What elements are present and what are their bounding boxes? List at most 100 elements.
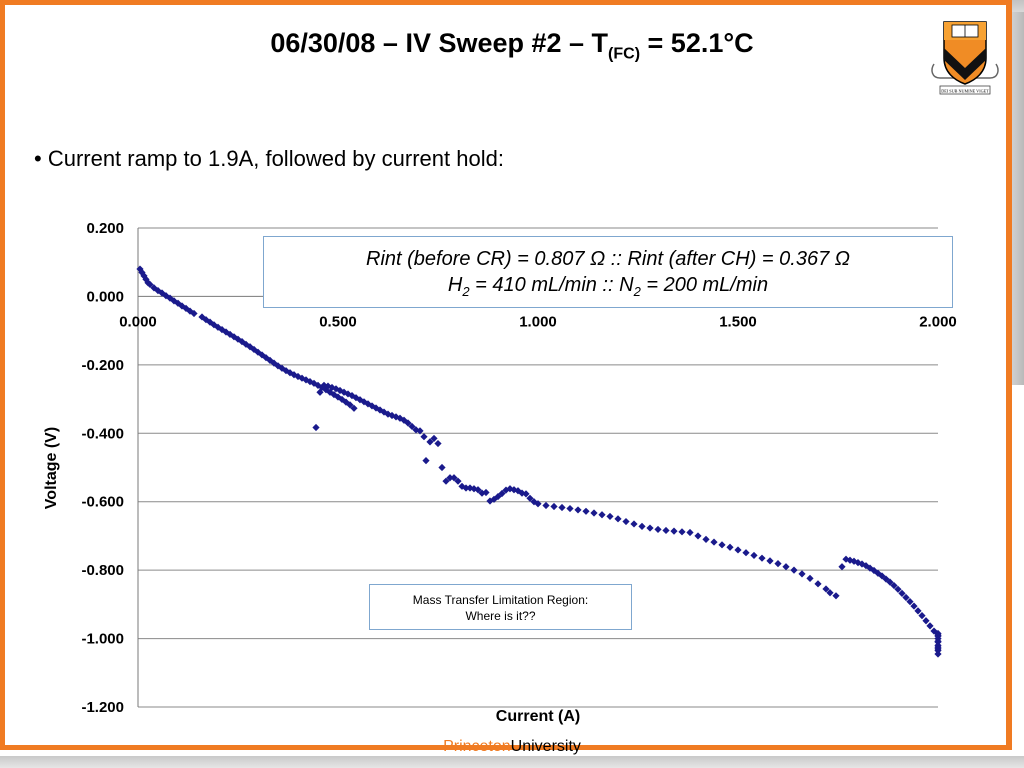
data-point xyxy=(832,592,840,600)
data-point xyxy=(766,557,774,565)
data-point xyxy=(910,602,918,610)
data-point xyxy=(702,535,710,543)
data-point xyxy=(630,520,638,528)
data-point xyxy=(574,506,582,514)
data-point xyxy=(498,489,506,498)
data-point xyxy=(566,504,574,513)
data-point xyxy=(178,302,186,310)
data-point xyxy=(934,631,942,639)
mass-transfer-annotation-box: Mass Transfer Limitation Region: Where i… xyxy=(369,584,632,630)
data-point xyxy=(420,433,428,441)
data-point xyxy=(346,401,354,409)
data-point xyxy=(726,543,734,551)
data-point xyxy=(136,265,144,273)
grid-layer xyxy=(138,227,938,708)
flow-mid-text: = 410 mL/min :: N xyxy=(469,274,634,296)
data-point xyxy=(838,563,846,571)
data-point xyxy=(906,598,914,606)
footer-brand: PrincetonUniversity xyxy=(0,738,1024,756)
y-tick-label: -0.400 xyxy=(81,425,124,442)
slide-title: 06/30/08 – IV Sweep #2 – T(FC) = 52.1°C xyxy=(0,28,1024,63)
data-point xyxy=(222,328,230,336)
x-tick-label: 0.000 xyxy=(119,313,157,330)
data-point xyxy=(934,638,942,646)
data-point xyxy=(312,423,320,432)
data-point xyxy=(462,484,470,492)
y-tick-label: -0.200 xyxy=(81,357,124,374)
data-point xyxy=(590,509,598,517)
data-point xyxy=(774,560,782,568)
data-point xyxy=(582,507,590,515)
data-point xyxy=(694,532,702,540)
data-point xyxy=(806,574,814,582)
x-tick-label: 1.000 xyxy=(519,313,557,330)
data-point xyxy=(914,607,922,615)
data-point xyxy=(416,427,424,435)
data-point xyxy=(140,272,148,280)
data-point xyxy=(614,515,622,523)
data-points-layer xyxy=(136,265,942,658)
mass-transfer-line-2: Where is it?? xyxy=(465,609,536,623)
data-point xyxy=(750,551,758,560)
footer-princeton: Princeton xyxy=(443,738,511,755)
data-point xyxy=(718,541,726,549)
data-point xyxy=(170,297,178,305)
data-point xyxy=(430,434,438,443)
data-point xyxy=(678,528,686,536)
flow-end-text: = 200 mL/min xyxy=(640,274,769,296)
data-point xyxy=(446,474,454,482)
data-point xyxy=(662,526,670,535)
data-point xyxy=(506,485,514,493)
mass-transfer-line-1: Mass Transfer Limitation Region: xyxy=(412,593,589,607)
data-point xyxy=(814,580,822,588)
data-point xyxy=(454,477,462,485)
data-point xyxy=(202,316,210,324)
x-tick-label: 0.500 xyxy=(319,313,357,330)
data-point xyxy=(606,512,614,521)
data-point xyxy=(218,326,226,334)
y-tick-label: 0.000 xyxy=(86,288,124,305)
title-subscript: (FC) xyxy=(608,45,641,63)
data-point xyxy=(670,527,678,535)
data-point xyxy=(598,511,606,519)
data-point xyxy=(798,570,806,578)
tick-labels-layer: 0.200 0.000 -0.200 -0.400 -0.600 -0.800 -1.000… xyxy=(81,220,956,716)
data-point xyxy=(826,589,834,597)
data-point xyxy=(822,585,830,593)
data-point xyxy=(902,593,910,602)
data-point xyxy=(526,494,534,502)
data-point xyxy=(934,645,942,653)
data-point xyxy=(918,612,926,620)
title-main: 06/30/08 – IV Sweep #2 – T xyxy=(270,28,609,58)
data-point xyxy=(558,503,566,512)
data-point xyxy=(542,501,550,510)
data-point xyxy=(926,622,934,630)
data-point xyxy=(922,617,930,625)
data-point xyxy=(146,280,154,289)
data-point xyxy=(842,555,850,563)
data-point xyxy=(734,546,742,554)
data-point xyxy=(622,517,630,526)
data-point xyxy=(434,439,442,448)
x-tick-label: 1.500 xyxy=(719,313,757,330)
data-point xyxy=(870,566,878,575)
y-tick-label: -0.600 xyxy=(81,494,124,511)
data-point xyxy=(850,557,858,565)
x-axis-title: Current (A) xyxy=(496,708,580,725)
princeton-shield-logo: DEI SUB NUMINE VIGET xyxy=(931,21,999,95)
x-tick-label: 2.000 xyxy=(919,313,957,330)
data-point xyxy=(210,321,218,329)
data-point xyxy=(510,486,518,494)
data-point xyxy=(186,307,194,315)
data-point xyxy=(898,589,906,598)
n2-subscript: 2 xyxy=(633,284,641,299)
data-point xyxy=(316,388,324,396)
h2-label: H xyxy=(447,274,463,296)
y-tick-label: 0.200 xyxy=(86,220,124,237)
data-point xyxy=(534,500,542,508)
data-point xyxy=(474,486,482,494)
data-point xyxy=(408,422,416,431)
data-point xyxy=(638,522,646,530)
data-point xyxy=(426,438,434,446)
data-point xyxy=(894,585,902,593)
